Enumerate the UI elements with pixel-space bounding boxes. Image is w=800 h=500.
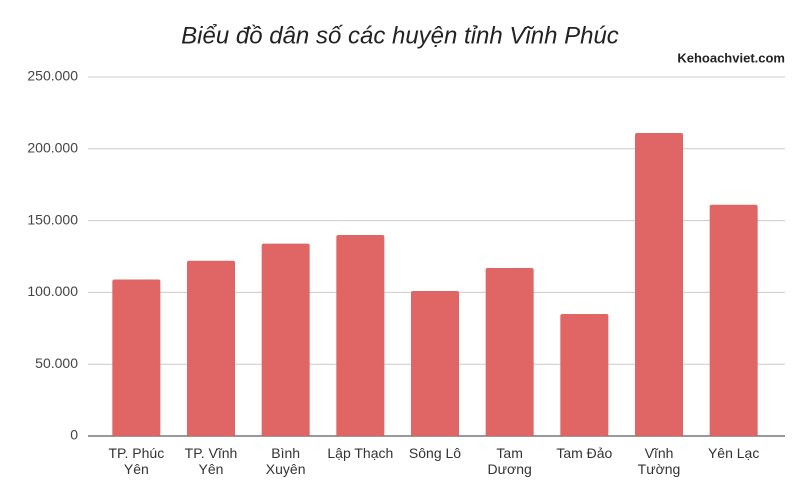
watermark: Kehoachviet.com <box>677 50 785 65</box>
bar <box>560 313 609 436</box>
x-tick-label: Bình Xuyên <box>265 445 306 477</box>
x-tick-label: Yên Lạc <box>707 445 760 461</box>
chart-title: Biểu đồ dân số các huyện tỉnh Vĩnh Phúc <box>181 22 619 49</box>
y-tick-label: 200.000 <box>27 140 78 156</box>
x-tick-label: Sông Lô <box>408 445 462 461</box>
y-tick-label: 250.000 <box>27 68 78 84</box>
x-tick-label: Tam Dương <box>487 445 532 477</box>
y-tick-label: 100.000 <box>27 283 78 299</box>
bar <box>187 260 235 436</box>
y-tick-label: 50.000 <box>35 355 78 371</box>
bar <box>336 234 385 436</box>
x-tick-label: Vĩnh Tường <box>637 445 681 477</box>
bar <box>261 243 310 436</box>
x-tick-label: Tam Đảo <box>556 445 613 461</box>
bar <box>635 133 683 436</box>
x-tick-label: TP. Vĩnh Yên <box>184 445 238 477</box>
y-tick-label: 150.000 <box>27 211 78 227</box>
x-tick-label: TP. Phúc Yên <box>108 445 165 477</box>
y-tick-label: 0 <box>70 427 78 443</box>
bar <box>411 290 459 436</box>
bar <box>112 279 161 436</box>
bar <box>709 204 758 436</box>
bar <box>485 267 534 436</box>
x-tick-label: Lập Thạch <box>327 445 394 461</box>
